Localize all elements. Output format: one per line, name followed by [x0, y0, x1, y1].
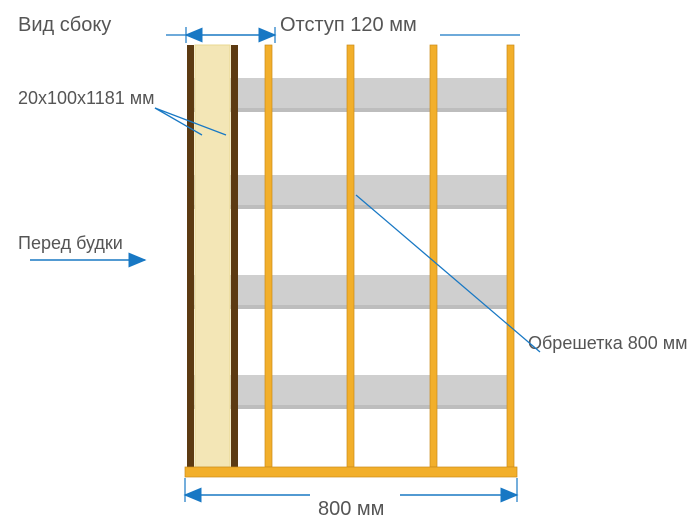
- base-plate: [185, 467, 517, 477]
- bottom-dimension: [185, 478, 517, 502]
- side-plank: [195, 45, 230, 467]
- diagram-svg: [0, 0, 700, 525]
- top-dimension: [166, 27, 520, 43]
